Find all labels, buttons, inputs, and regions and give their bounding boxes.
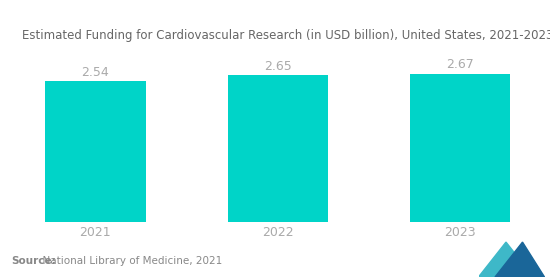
Text: 2.54: 2.54 [81,66,109,79]
Bar [228,75,328,222]
Text: 2.65: 2.65 [264,60,292,73]
Bar [410,74,510,222]
Polygon shape [478,242,534,277]
Text: Source:: Source: [11,256,56,266]
Text: National Library of Medicine, 2021: National Library of Medicine, 2021 [36,256,222,266]
Text: 2.67: 2.67 [446,58,474,71]
Bar [45,81,146,222]
Text: Estimated Funding for Cardiovascular Research (in USD billion), United States, 2: Estimated Funding for Cardiovascular Res… [22,29,550,42]
Polygon shape [495,242,544,277]
